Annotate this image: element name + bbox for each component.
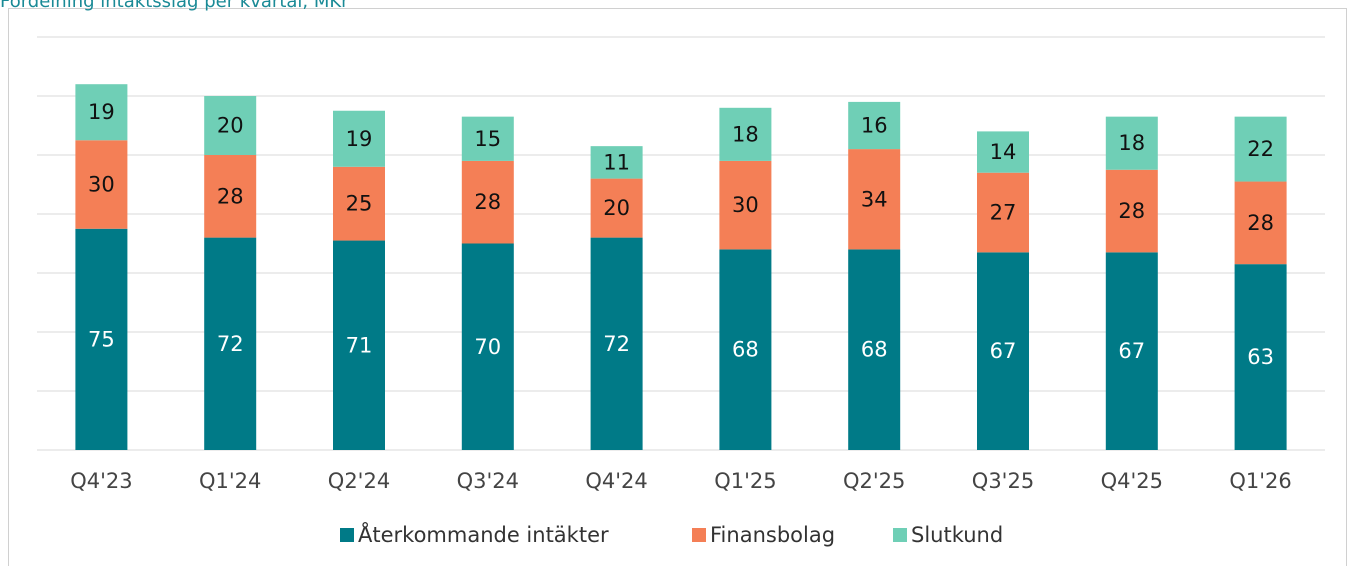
data-label: 30 [732, 193, 759, 217]
data-label: 14 [990, 140, 1017, 164]
x-tick-label: Q3'24 [457, 469, 519, 493]
data-label: 68 [732, 338, 759, 362]
data-label: 25 [346, 192, 373, 216]
bar-segment [333, 110, 385, 167]
data-label: 28 [1118, 199, 1145, 223]
bar-segment [461, 116, 514, 161]
bar-segment [590, 178, 643, 238]
legend-swatch [692, 528, 706, 542]
bar-segment [1234, 181, 1287, 265]
bar-segment [75, 140, 128, 229]
bar-segment [977, 252, 1029, 450]
data-label: 19 [346, 127, 373, 151]
data-label: 22 [1247, 137, 1274, 161]
bar-segment [204, 96, 257, 155]
bar-segment [848, 101, 901, 150]
bar-segment [75, 228, 128, 450]
data-label: 15 [474, 127, 501, 151]
data-label: 63 [1247, 345, 1274, 369]
bar-segment [590, 146, 643, 179]
bar-segment [1105, 252, 1158, 450]
bar-segment [848, 249, 901, 450]
data-label: 72 [603, 332, 630, 356]
bar-segment [204, 155, 257, 238]
legend-label: Finansbolag [710, 523, 835, 547]
bar-segment [461, 243, 514, 450]
data-label: 28 [474, 190, 501, 214]
data-label: 28 [1247, 211, 1274, 235]
bar-segment [977, 172, 1029, 253]
data-label: 20 [217, 114, 244, 138]
data-label: 75 [88, 327, 115, 351]
data-label: 18 [1118, 131, 1145, 155]
bar-segment [1105, 116, 1158, 170]
legend-label: Slutkund [911, 523, 1003, 547]
bar-segment [719, 160, 772, 250]
bar-segment [848, 149, 901, 250]
data-label: 27 [990, 201, 1017, 225]
bar-segment [333, 240, 385, 450]
bar-segment [590, 237, 643, 450]
x-tick-label: Q1'25 [714, 469, 776, 493]
x-tick-label: Q1'24 [199, 469, 261, 493]
x-tick-label: Q4'24 [585, 469, 647, 493]
x-tick-label: Q2'25 [843, 469, 905, 493]
data-label: 67 [990, 339, 1017, 363]
data-label: 28 [217, 184, 244, 208]
data-label: 16 [861, 114, 888, 138]
data-label: 72 [217, 332, 244, 356]
legend-label: Återkommande intäkter [358, 521, 609, 547]
legend-swatch [893, 528, 907, 542]
bar-segment [1105, 169, 1158, 253]
bar-segment [204, 237, 257, 450]
data-label: 71 [346, 333, 373, 357]
x-tick-label: Q1'26 [1229, 469, 1291, 493]
x-tick-label: Q4'25 [1101, 469, 1163, 493]
data-label: 67 [1118, 339, 1145, 363]
bar-segment [1234, 116, 1287, 182]
data-label: 70 [474, 335, 501, 359]
x-tick-label: Q3'25 [972, 469, 1034, 493]
bar-segment [1234, 264, 1287, 450]
legend-swatch [340, 528, 354, 542]
data-label: 18 [732, 122, 759, 146]
data-label: 68 [861, 338, 888, 362]
bar-segment [75, 84, 128, 141]
data-label: 19 [88, 100, 115, 124]
bar-segment [333, 166, 385, 241]
bar-segment [977, 131, 1029, 173]
chart-frame [8, 8, 1347, 566]
bar-segment [461, 160, 514, 244]
data-label: 11 [603, 150, 630, 174]
x-tick-label: Q2'24 [328, 469, 390, 493]
data-label: 20 [603, 196, 630, 220]
data-label: 30 [88, 173, 115, 197]
data-label: 34 [861, 187, 888, 211]
bar-segment [719, 249, 772, 450]
x-tick-label: Q4'23 [70, 469, 132, 493]
bar-segment [719, 107, 772, 161]
chart-title: Fördelning intäktsslag per kvartal, MKr [0, 0, 349, 12]
